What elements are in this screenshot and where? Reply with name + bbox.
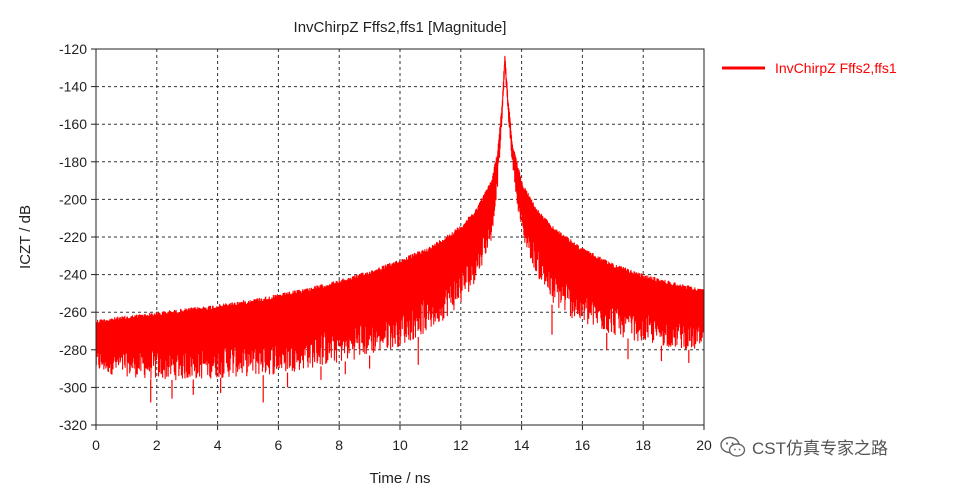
y-tick-label: -160 <box>59 116 87 132</box>
chart-title: InvChirpZ Fffs2,ffs1 [Magnitude] <box>294 19 507 36</box>
series-layer <box>95 55 705 403</box>
y-tick-label: -140 <box>59 79 87 95</box>
x-tick-label: 14 <box>514 437 530 453</box>
x-axis-label: Time / ns <box>369 470 430 487</box>
x-tick-label: 4 <box>214 437 222 453</box>
x-tick-label: 18 <box>635 437 651 453</box>
watermark-text: CST仿真专家之路 <box>752 439 888 458</box>
y-tick-label: -280 <box>59 342 87 358</box>
series-line <box>95 55 705 381</box>
y-tick-label: -180 <box>59 154 87 170</box>
y-tick-label: -220 <box>59 229 87 245</box>
x-tick-label: 6 <box>275 437 283 453</box>
x-tick-label: 8 <box>335 437 343 453</box>
y-tick-label: -240 <box>59 267 87 283</box>
y-tick-label: -200 <box>59 191 87 207</box>
y-axis-ticks: -120 -140 -160 -180 -200 -220 -240 -260 -280 -300… <box>59 41 96 433</box>
y-tick-label: -260 <box>59 304 87 320</box>
x-tick-label: 20 <box>696 437 712 453</box>
x-tick-label: 12 <box>453 437 469 453</box>
x-axis-ticks: 0 2 4 6 8 10 12 14 16 18 20 <box>92 425 712 453</box>
x-tick-label: 10 <box>392 437 408 453</box>
legend: InvChirpZ Fffs2,ffs1 <box>722 60 897 76</box>
y-tick-label: -320 <box>59 417 87 433</box>
wechat-icon <box>720 436 746 457</box>
watermark: CST仿真专家之路 <box>720 434 888 459</box>
y-tick-label: -300 <box>59 379 87 395</box>
x-tick-label: 0 <box>92 437 100 453</box>
legend-label: InvChirpZ Fffs2,ffs1 <box>775 60 897 76</box>
x-tick-label: 16 <box>575 437 591 453</box>
x-tick-label: 2 <box>153 437 161 453</box>
y-tick-label: -120 <box>59 41 87 57</box>
y-axis-label: ICZT / dB <box>17 205 34 269</box>
